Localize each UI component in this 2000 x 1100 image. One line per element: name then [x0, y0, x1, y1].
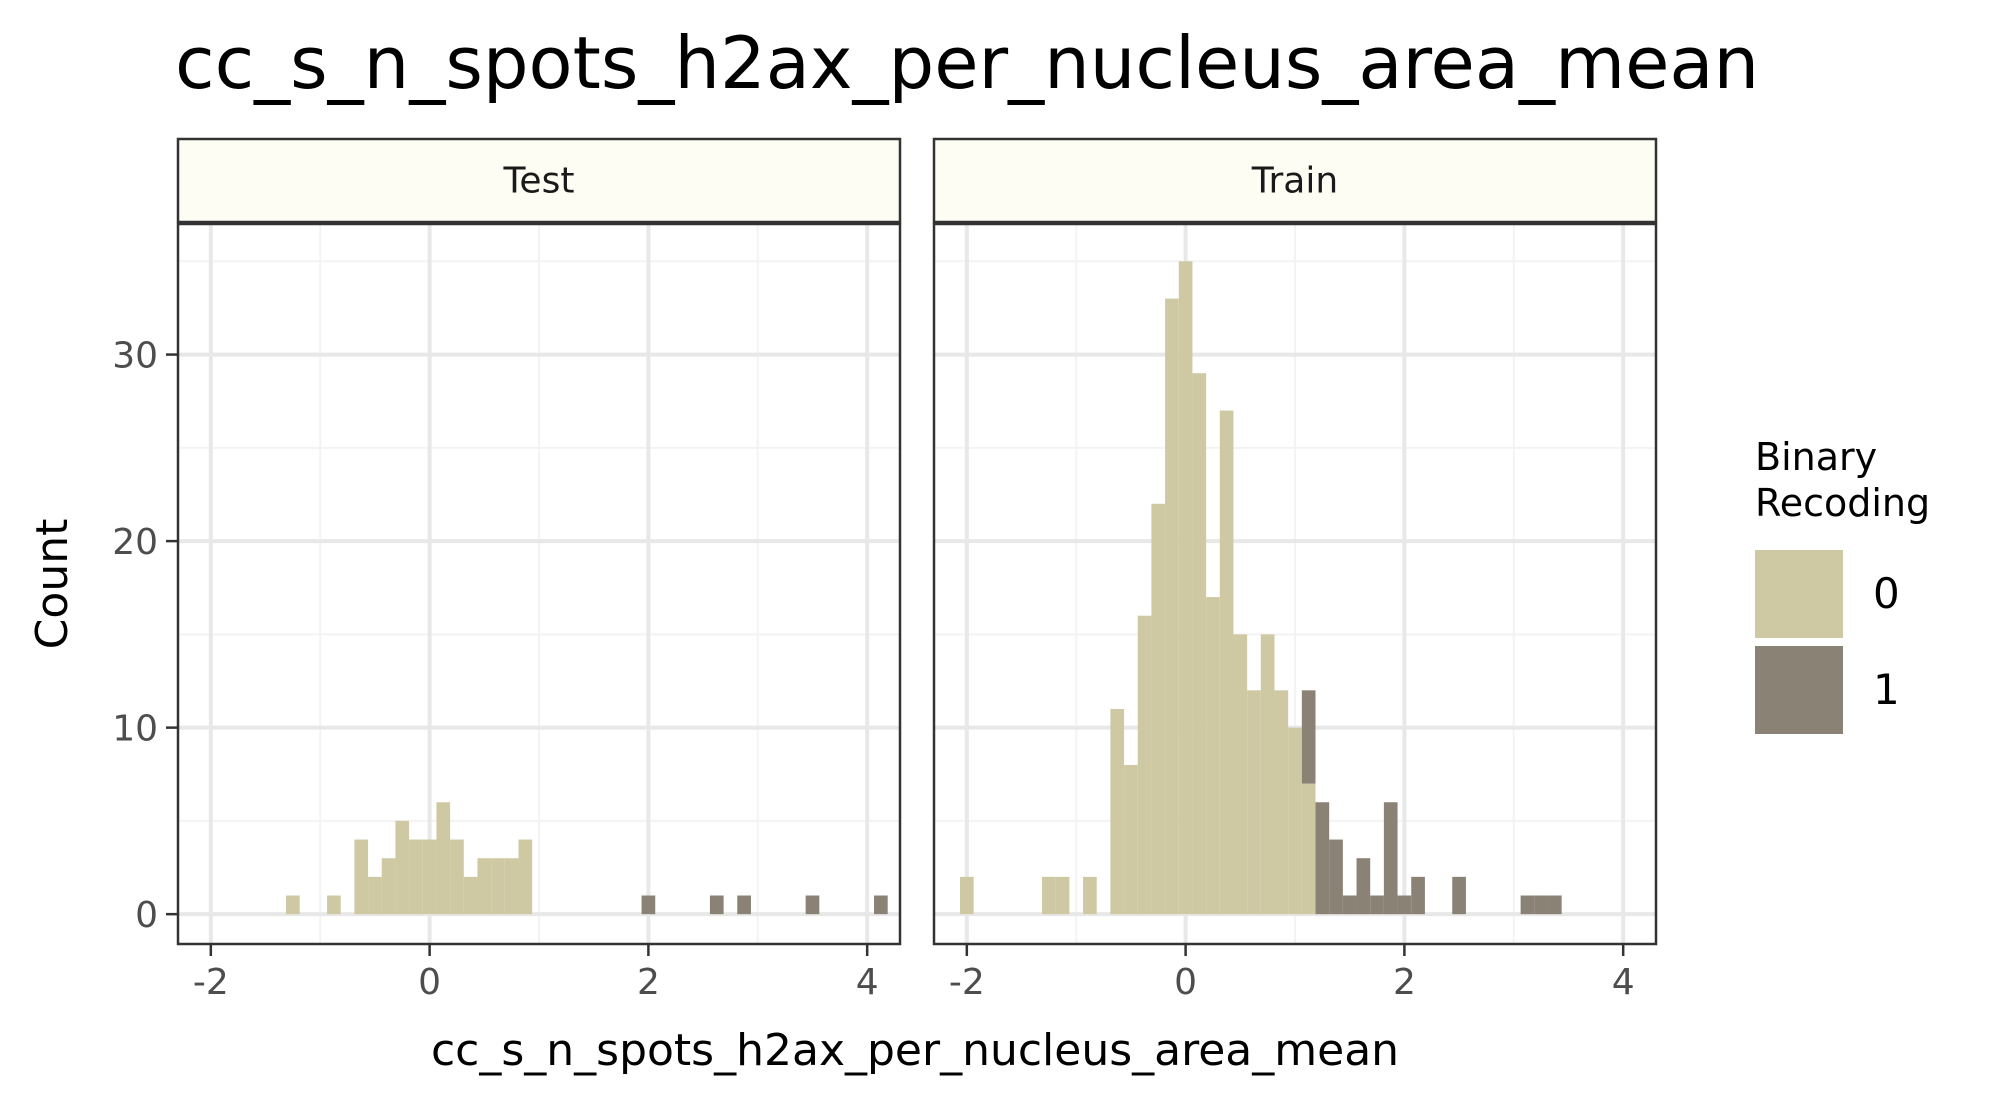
- histogram-bar-test-group-1: [805, 895, 820, 915]
- histogram-bar-test-group-0: [436, 802, 451, 915]
- facet-strip-test: [176, 137, 902, 224]
- legend-swatch-0: [1755, 550, 1843, 638]
- histogram-bar-test-group-0: [504, 858, 519, 915]
- histogram-bar-test-group-0: [286, 895, 300, 915]
- histogram-bar-train-group-1: [1329, 839, 1343, 915]
- histogram-bar-train-group-1: [1534, 895, 1548, 915]
- histogram-bar-train-group-0: [1083, 876, 1097, 915]
- chart-title: cc_s_n_spots_h2ax_per_nucleus_area_mean: [175, 21, 1759, 105]
- histogram-bar-train-group-1: [1383, 802, 1398, 915]
- x-tick-label: 0: [418, 962, 441, 1003]
- x-axis-label: cc_s_n_spots_h2ax_per_nucleus_area_mean: [431, 1025, 1399, 1076]
- histogram-bar-train-group-0: [1151, 503, 1166, 915]
- y-axis-label: Count: [27, 519, 78, 650]
- histogram-bar-test-group-1: [709, 895, 724, 915]
- histogram-bar-train-group-0: [1274, 690, 1289, 915]
- x-tick-label: 4: [1612, 962, 1635, 1003]
- histogram-bar-train-group-0: [1233, 634, 1248, 915]
- y-tick-label: 30: [112, 336, 158, 377]
- histogram-bar-test-group-0: [381, 858, 396, 915]
- histogram-bar-train-group-1: [1356, 858, 1371, 915]
- x-tick-label: 0: [1174, 962, 1197, 1003]
- histogram-bar-train-group-1: [1315, 802, 1330, 915]
- legend-title-line: Recoding: [1755, 481, 1930, 525]
- histogram-bar-test-group-0: [518, 839, 533, 915]
- x-tick-label: -2: [193, 962, 229, 1003]
- x-tick-label: 2: [637, 962, 660, 1003]
- panel-border: [176, 222, 902, 946]
- x-tick-label: -2: [949, 962, 985, 1003]
- histogram-bar-train-group-0: [1042, 876, 1056, 915]
- histogram-bar-test-group-0: [422, 839, 437, 915]
- histogram-bar-train-group-1: [1547, 895, 1562, 915]
- histogram-bar-train-group-0: [1247, 690, 1261, 915]
- histogram-bar-test-group-1: [874, 895, 888, 915]
- histogram-bar-train-group-0: [1301, 783, 1316, 915]
- legend-title-line: Binary: [1755, 435, 1877, 479]
- histogram-bar-train-group-0: [959, 876, 974, 915]
- histogram-bar-train-group-0: [1260, 634, 1275, 915]
- histogram-bar-train-group-1: [1452, 876, 1466, 915]
- histogram-bar-test-group-0: [450, 839, 464, 915]
- histogram-bar-train-group-1: [1370, 895, 1384, 915]
- histogram-bar-train-group-0: [1165, 298, 1179, 915]
- panels-layer: Test -2 0 2 4 0 10 20 30 Train -2 0 2 4: [112, 137, 1658, 1003]
- legend-swatch-1: [1755, 646, 1843, 734]
- histogram-bar-train-group-1: [1301, 690, 1316, 784]
- histogram-bar-train-group-0: [1178, 261, 1193, 915]
- y-tick-label: 10: [112, 709, 158, 750]
- histogram-bar-test-group-1: [737, 895, 751, 915]
- x-tick-label: 2: [1393, 962, 1416, 1003]
- panel-train: Train -2 0 2 4: [932, 137, 1658, 1003]
- histogram-bar-train-group-1: [1520, 895, 1535, 915]
- histogram-bar-train-group-0: [1219, 410, 1234, 915]
- histogram-bar-train-group-1: [1397, 895, 1412, 915]
- facet-label-test: Test: [503, 161, 575, 202]
- histogram-bar-test-group-0: [354, 839, 369, 915]
- legend-label-0: 0: [1873, 569, 1900, 618]
- histogram-bar-train-group-1: [1411, 876, 1425, 915]
- histogram-bar-train-group-0: [1055, 876, 1070, 915]
- histogram-bar-test-group-0: [395, 820, 410, 915]
- histogram-bar-train-group-0: [1206, 597, 1220, 915]
- histogram-bar-train-group-1: [1342, 895, 1357, 915]
- histogram-bar-test-group-0: [463, 876, 478, 915]
- legend-label-1: 1: [1873, 665, 1900, 714]
- histogram-bar-train-group-0: [1288, 727, 1302, 915]
- panel-border: [932, 222, 1658, 946]
- histogram-bar-train-group-0: [1192, 373, 1207, 915]
- x-tick-label: 4: [856, 962, 879, 1003]
- facet-label-train: Train: [1251, 161, 1338, 202]
- histogram-bar-test-group-0: [327, 895, 341, 915]
- histogram-bar-test-group-0: [409, 839, 423, 915]
- facet-strip-train: [932, 137, 1658, 224]
- histogram-bar-test-group-0: [368, 876, 382, 915]
- histogram-bar-train-group-0: [1110, 708, 1125, 915]
- y-tick-label: 20: [112, 522, 158, 563]
- y-tick-label: 0: [135, 895, 158, 936]
- histogram-bar-train-group-0: [1137, 615, 1152, 915]
- histogram-bar-test-group-1: [641, 895, 656, 915]
- histogram-bar-test-group-0: [477, 858, 492, 915]
- histogram-bar-train-group-0: [1124, 764, 1138, 915]
- histogram-bar-test-group-0: [491, 858, 505, 915]
- panel-test: Test -2 0 2 4 0 10 20 30: [112, 137, 902, 1003]
